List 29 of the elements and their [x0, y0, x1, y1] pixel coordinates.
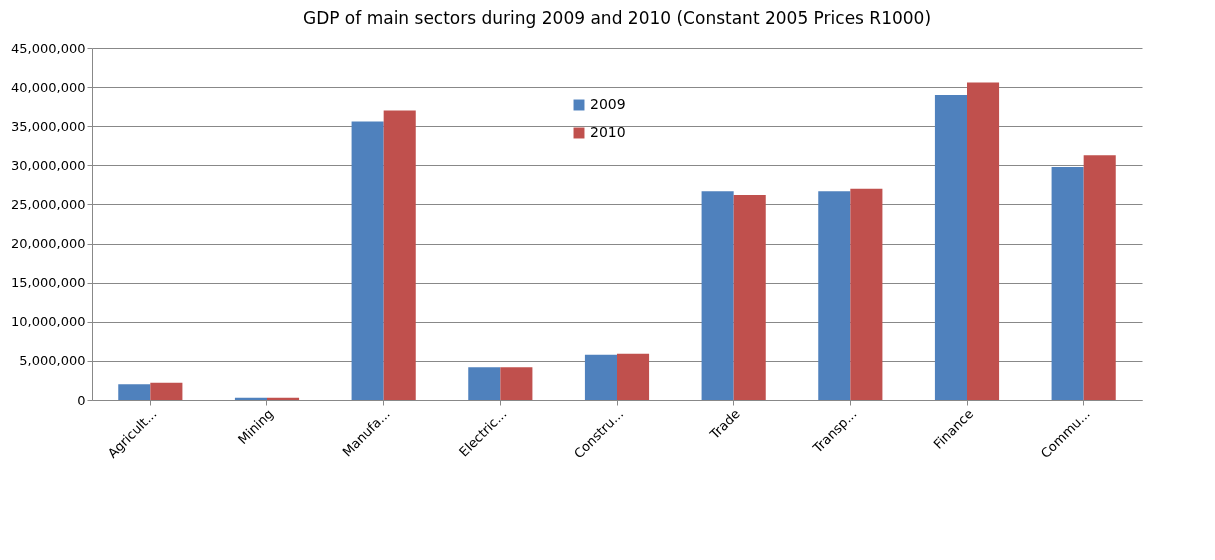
bar — [500, 367, 533, 400]
y-tick-label: 10,000,000 — [11, 314, 86, 330]
y-tick-label: 45,000,000 — [11, 40, 86, 56]
bar — [1051, 166, 1084, 400]
bar — [150, 382, 183, 400]
chart-title: GDP of main sectors during 2009 and 2010 (Constant 2005 Prices R1000) — [302, 8, 932, 28]
bar — [850, 188, 883, 400]
legend-label: 2010 — [590, 124, 626, 140]
bar — [934, 94, 967, 400]
bar — [1083, 155, 1116, 400]
y-tick-label: 15,000,000 — [11, 275, 86, 291]
y-tick-label: 5,000,000 — [19, 353, 86, 369]
y-tick-label: 20,000,000 — [11, 236, 86, 252]
y-tick-label: 0 — [77, 392, 86, 408]
bar — [468, 367, 501, 400]
bar — [701, 191, 734, 400]
bar — [118, 384, 151, 400]
bar — [351, 121, 384, 400]
y-tick-label: 40,000,000 — [11, 79, 86, 95]
y-tick-label: 25,000,000 — [11, 196, 86, 212]
y-tick-label: 35,000,000 — [11, 118, 86, 134]
bar — [967, 82, 1000, 400]
bar — [584, 354, 617, 400]
legend-label: 2009 — [590, 96, 626, 112]
bar — [383, 110, 416, 400]
y-tick-label: 30,000,000 — [11, 157, 86, 173]
bar — [733, 195, 766, 400]
bar — [818, 191, 851, 400]
bar — [617, 353, 650, 400]
